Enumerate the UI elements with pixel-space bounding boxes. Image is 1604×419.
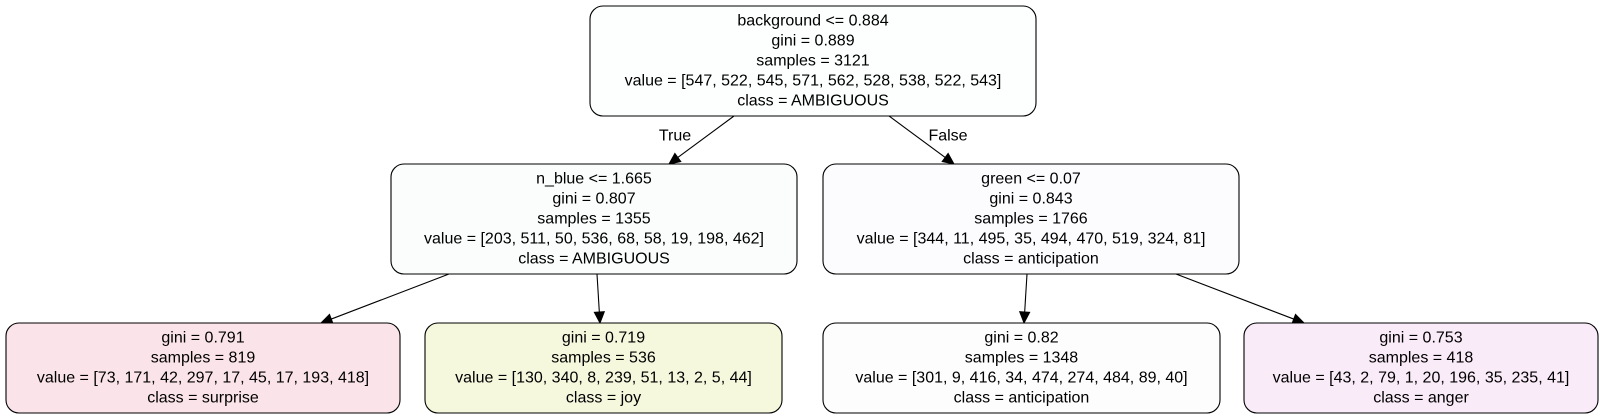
tree-edge [593,273,606,325]
node-line: green <= 0.07 [981,171,1081,188]
edge-label-true: True [659,128,691,145]
arrowhead-icon [941,152,955,165]
tree-node-right-right: gini = 0.753 samples = 418 value = [43, 2,… [1243,322,1599,414]
node-line: class = surprise [147,390,259,407]
node-line: value = [43, 2, 79, 1, 20, 196, 35, 235,… [1273,370,1570,387]
node-box [822,322,1221,414]
node-line: samples = 1766 [974,211,1088,228]
edge-line [888,115,946,158]
node-line: samples = 1355 [537,211,651,228]
node-line: samples = 536 [551,350,656,367]
node-line: class = AMBIGUOUS [518,251,670,268]
tree-edge [1175,273,1306,325]
arrowhead-icon [668,152,682,165]
edge-line [677,115,735,158]
tree-edge [1018,273,1031,325]
tree-node-left-left: gini = 0.791 samples = 819 value = [73, 17… [5,322,401,414]
node-box [424,322,783,414]
node-line: class = anger [1373,390,1469,407]
node-line: class = anticipation [954,390,1090,407]
node-box [589,5,1037,117]
node-line: n_blue <= 1.665 [536,171,652,188]
tree-edge: True [659,115,735,165]
node-line: class = AMBIGUOUS [737,93,889,110]
node-line: value = [547, 522, 545, 571, 562, 528, 5… [625,73,1002,90]
arrowhead-icon [1291,313,1306,325]
node-line: class = anticipation [963,251,1099,268]
edge-label-false: False [928,128,967,145]
node-line: background <= 0.884 [737,13,888,30]
node-line: value = [344, 11, 495, 35, 494, 470, 519… [857,231,1206,248]
node-box [822,163,1240,275]
node-line: value = [203, 511, 50, 536, 68, 58, 19, … [424,231,764,248]
node-line: samples = 819 [151,350,256,367]
node-line: samples = 1348 [965,350,1079,367]
node-box [390,163,798,275]
arrowhead-icon [319,313,334,325]
arrowhead-icon [1018,311,1031,325]
tree-node-root: background <= 0.884 gini = 0.889 samples =… [589,5,1037,117]
node-line: value = [73, 171, 42, 297, 17, 45, 17, 1… [37,370,369,387]
node-line: value = [301, 9, 416, 34, 474, 274, 484,… [855,370,1187,387]
node-line: gini = 0.807 [552,191,635,208]
edge-line [1024,273,1028,313]
tree-edge [319,273,450,325]
tree-node-right-left: gini = 0.82 samples = 1348 value = [301, 9… [822,322,1221,414]
node-line: gini = 0.753 [1379,330,1462,347]
node-box [5,322,401,414]
node-line: gini = 0.889 [771,33,854,50]
node-line: gini = 0.843 [989,191,1072,208]
node-line: value = [130, 340, 8, 239, 51, 13, 2, 5,… [455,370,752,387]
node-line: gini = 0.719 [562,330,645,347]
arrowhead-icon [593,311,606,325]
tree-node-right: green <= 0.07 gini = 0.843 samples = 1766 v… [822,163,1240,275]
tree-node-left: n_blue <= 1.665 gini = 0.807 samples = 135… [390,163,798,275]
node-line: gini = 0.82 [984,330,1058,347]
node-line: class = joy [566,390,641,407]
tree-node-left-right: gini = 0.719 samples = 536 value = [130, 3… [424,322,783,414]
node-box [1243,322,1599,414]
edge-line [1175,273,1294,320]
node-line: samples = 3121 [756,53,870,70]
tree-edge: False [888,115,968,165]
edge-line [331,273,450,320]
edge-line [596,273,600,313]
node-line: samples = 418 [1369,350,1474,367]
node-line: gini = 0.791 [161,330,244,347]
